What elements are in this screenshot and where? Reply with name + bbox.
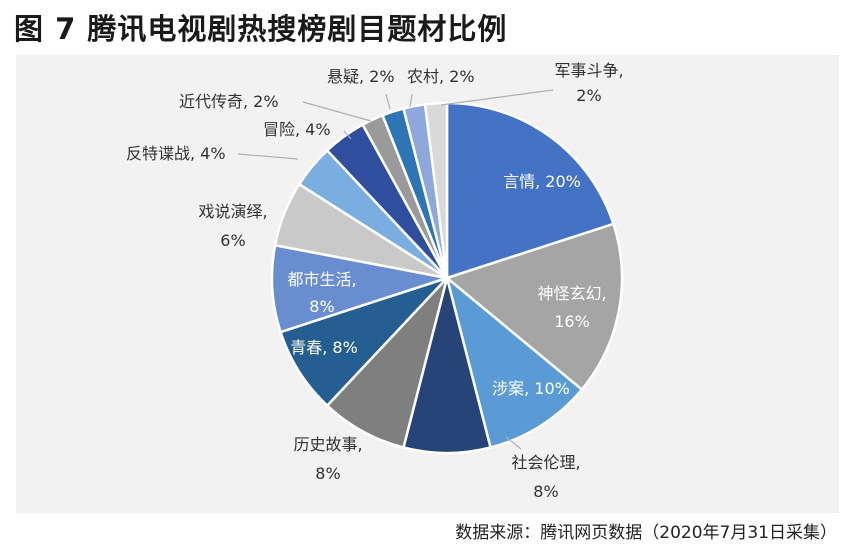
slice-label-3: 涉案, 10% — [492, 379, 570, 398]
leader-line-10 — [343, 130, 352, 140]
slice-label-11: 近代传奇, 2% — [179, 92, 279, 111]
slice-label-8: 戏说演绎, 6% — [198, 202, 267, 250]
leader-line-9 — [237, 153, 299, 160]
leader-lines — [237, 89, 554, 450]
pie-slice-1 — [445, 101, 616, 280]
leader-line-13 — [409, 93, 413, 108]
slice-label-12: 悬疑, 2% — [327, 67, 395, 86]
leader-line-4 — [505, 436, 522, 450]
chart-title: 图 7 腾讯电视剧热搜榜剧目题材比例 — [14, 12, 508, 46]
pie-slice-14 — [423, 101, 449, 279]
slice-label-7: 都市生活, 8% — [287, 270, 356, 316]
slice-label-5: 历史故事, 8% — [293, 435, 362, 483]
slice-label-1: 言情, 20% — [503, 172, 581, 191]
pie-slice-2 — [444, 222, 624, 392]
pie-chart: 言情, 20% 神怪玄幻, 16% 涉案, 10% 社会伦理, 8% 历史故事, 8% 青春, … — [126, 61, 624, 501]
slice-label-2: 神怪玄幻, 16% — [537, 284, 606, 331]
slice-labels: 言情, 20% 神怪玄幻, 16% 涉案, 10% 社会伦理, 8% 历史故事, 8% 青春, … — [126, 61, 624, 501]
pie-slices — [270, 101, 624, 455]
leader-line-12 — [385, 93, 391, 110]
leader-line-14 — [440, 89, 554, 106]
slice-label-9: 反特谍战, 4% — [126, 144, 226, 163]
data-source-note: 数据来源：腾讯网页数据（2020年7月31日采集） — [455, 523, 837, 543]
slice-label-4: 社会伦理, 8% — [511, 453, 580, 501]
slice-label-14: 军事斗争, 2% — [554, 61, 623, 105]
slice-label-10: 冒险, 4% — [263, 120, 331, 139]
leader-line-11 — [302, 101, 372, 122]
slice-label-6: 青春, 8% — [290, 338, 358, 357]
slice-label-13: 农村, 2% — [407, 67, 475, 86]
